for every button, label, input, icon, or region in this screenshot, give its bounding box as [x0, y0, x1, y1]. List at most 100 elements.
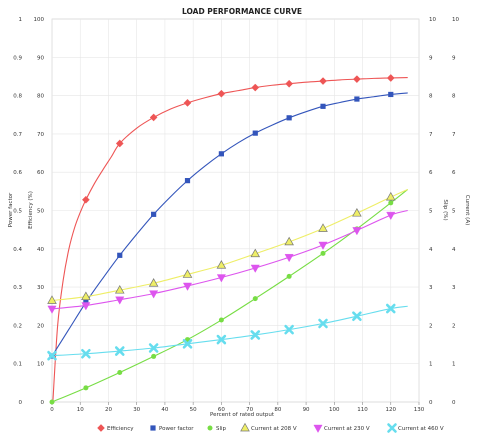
data-point-current-at-460-v — [47, 350, 57, 361]
data-point-current-at-230-v — [352, 227, 362, 236]
y-tick-label-power-factor: 0.6 — [13, 170, 22, 176]
legend-label-current-at-460-v: Current at 460 V — [398, 426, 444, 432]
data-point-current-at-208-v — [216, 260, 227, 269]
y-tick-label-power-factor: 1 — [19, 17, 23, 23]
chart-title: LOAD PERFORMANCE CURVE — [182, 7, 302, 16]
data-point-current-at-230-v — [386, 211, 396, 221]
y-tick-label-current: 10 — [452, 17, 459, 23]
data-point-efficiency — [217, 89, 226, 98]
x-axis-label: Percent of rated output — [210, 412, 275, 418]
x-tick-label: 90 — [303, 407, 310, 413]
data-point-current-at-460-v — [148, 343, 159, 353]
y-tick-label-efficiency: 40 — [37, 247, 44, 253]
data-point-current-at-208-v — [114, 284, 125, 294]
data-point-slip — [83, 385, 89, 391]
y-tick-label-slip: 2 — [429, 323, 433, 329]
data-point-current-at-230-v — [115, 296, 125, 305]
x-tick-label: 50 — [190, 407, 197, 413]
data-point-current-at-208-v — [81, 291, 91, 301]
y-tick-label-power-factor: 0.4 — [13, 247, 22, 253]
data-point-power-factor — [320, 103, 326, 109]
data-point-slip — [49, 399, 55, 405]
legend-item-current-at-230-v: Current at 230 V — [313, 424, 370, 433]
data-point-current-at-208-v — [250, 248, 261, 258]
x-tick-label: 30 — [133, 407, 140, 413]
data-point-slip — [286, 273, 292, 279]
data-point-current-at-230-v — [149, 290, 159, 299]
y-tick-label-efficiency: 100 — [34, 17, 45, 23]
y-tick-label-power-factor: 0.7 — [13, 132, 22, 138]
data-point-current-at-460-v — [250, 330, 261, 340]
data-point-current-at-460-v — [216, 334, 227, 345]
y-tick-label-power-factor: 0.5 — [13, 209, 22, 215]
data-point-efficiency — [251, 83, 260, 92]
x-tick-label: 70 — [246, 407, 253, 413]
legend-item-slip: Slip — [207, 425, 227, 432]
data-point-efficiency — [115, 139, 124, 148]
data-point-current-at-208-v — [385, 191, 396, 201]
data-point-efficiency — [285, 79, 294, 88]
x-tick-label: 120 — [386, 407, 397, 413]
data-point-current-at-230-v — [81, 302, 91, 311]
y-tick-label-power-factor: 0.9 — [13, 55, 22, 61]
y-tick-label-efficiency: 90 — [37, 55, 44, 61]
legend-item-efficiency: Efficiency — [97, 424, 134, 432]
legend-label-slip: Slip — [216, 426, 227, 432]
y-tick-label-power-factor: 0.8 — [13, 94, 22, 100]
legend-swatch-slip — [207, 425, 213, 431]
y-tick-label-current: 7 — [452, 132, 456, 138]
data-point-slip — [218, 317, 224, 323]
y-tick-label-efficiency: 50 — [37, 209, 44, 215]
data-point-slip — [388, 200, 394, 206]
x-tick-label: 20 — [105, 407, 112, 413]
data-point-power-factor — [184, 178, 191, 184]
y-axis-label-power-factor: Power factor — [8, 192, 14, 227]
y-tick-label-efficiency: 60 — [37, 170, 44, 176]
data-point-current-at-460-v — [182, 338, 193, 349]
markers — [47, 74, 396, 405]
y-tick-label-current: 1 — [452, 362, 456, 368]
data-point-current-at-208-v — [148, 278, 159, 287]
legend-item-current-at-460-v: Current at 460 V — [387, 423, 444, 433]
data-point-power-factor — [388, 91, 394, 98]
data-point-current-at-460-v — [352, 311, 362, 322]
data-point-efficiency — [149, 113, 158, 122]
y-tick-label-power-factor: 0.2 — [13, 323, 22, 329]
data-point-current-at-460-v — [318, 318, 328, 329]
y-tick-label-slip: 3 — [429, 285, 433, 291]
legend-label-efficiency: Efficiency — [107, 426, 134, 432]
y-tick-label-slip: 0 — [429, 400, 433, 406]
data-point-current-at-460-v — [81, 348, 91, 359]
legend-label-current-at-208-v: Current at 208 V — [251, 426, 297, 432]
data-point-current-at-230-v — [47, 305, 57, 314]
data-point-power-factor — [252, 130, 258, 136]
legend-swatch-current-at-208-v — [240, 422, 250, 432]
legend-item-power-factor: Power factor — [150, 425, 194, 432]
data-point-current-at-230-v — [284, 254, 294, 263]
y-tick-label-power-factor: 0.3 — [13, 285, 22, 291]
x-tick-label: 80 — [274, 407, 281, 413]
series-line-current-at-460-v — [51, 305, 408, 357]
legend-swatch-current-at-230-v — [313, 424, 323, 433]
y-tick-label-efficiency: 70 — [37, 132, 44, 138]
data-point-current-at-208-v — [284, 236, 294, 246]
data-point-current-at-230-v — [182, 282, 193, 291]
curves — [51, 77, 409, 403]
data-point-slip — [320, 250, 326, 256]
data-point-current-at-208-v — [352, 207, 362, 217]
y-axis-label-efficiency: Efficiency (%) — [28, 191, 34, 229]
data-point-current-at-230-v — [250, 264, 260, 273]
y-tick-label-slip: 8 — [429, 94, 433, 100]
y-axis-label-current: Current (A) — [464, 195, 470, 225]
y-tick-label-power-factor: 0.1 — [13, 362, 22, 368]
y-tick-label-current: 2 — [452, 323, 456, 329]
x-tick-label: 60 — [218, 407, 225, 413]
y-tick-label-slip: 9 — [429, 55, 433, 61]
data-point-current-at-230-v — [216, 274, 226, 283]
data-point-current-at-208-v — [182, 269, 193, 278]
y-tick-label-slip: 5 — [429, 209, 433, 215]
y-tick-label-current: 5 — [452, 209, 456, 215]
data-point-power-factor — [354, 96, 360, 102]
legend-swatch-power-factor — [150, 425, 156, 431]
